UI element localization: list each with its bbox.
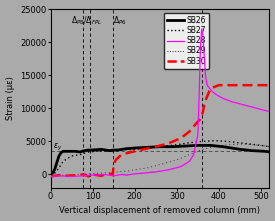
Text: $\Delta_{PPL}$: $\Delta_{PPL}$	[187, 14, 204, 27]
Text: $\varepsilon_y$: $\varepsilon_y$	[53, 142, 62, 153]
Text: $\Delta_{P8}/\Delta_{FPL}$: $\Delta_{P8}/\Delta_{FPL}$	[71, 14, 102, 27]
Y-axis label: Strain (με): Strain (με)	[6, 76, 15, 120]
X-axis label: Vertical displacement of removed column (mm): Vertical displacement of removed column …	[59, 206, 260, 215]
Text: $\Delta_{P6}$: $\Delta_{P6}$	[113, 14, 127, 27]
Legend: SB26, SB27, SB28, SB29, SB30: SB26, SB27, SB28, SB29, SB30	[164, 13, 209, 69]
